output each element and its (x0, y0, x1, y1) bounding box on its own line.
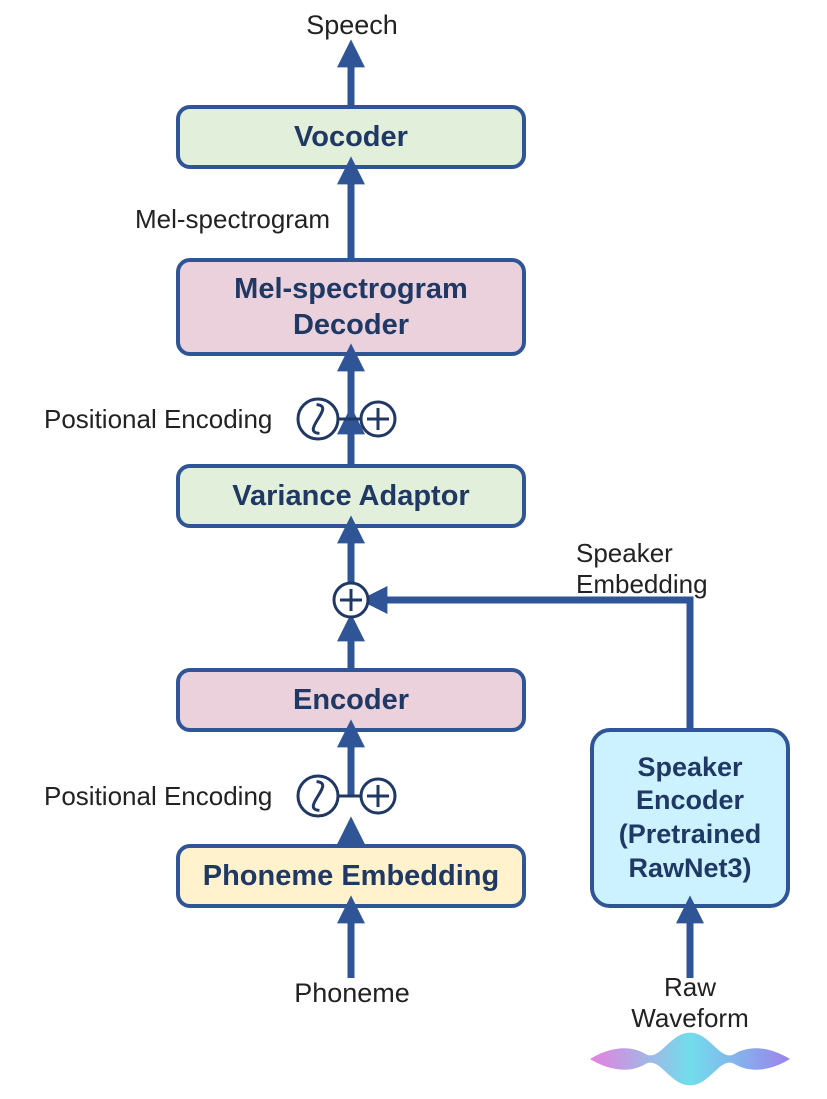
raw-waveform-input-label: Raw Waveform (0, 972, 827, 1034)
variance-adaptor-label: Variance Adaptor (232, 478, 469, 514)
positional-encoding-icon (298, 399, 338, 439)
add-icon (334, 583, 368, 617)
add-icon (361, 779, 395, 813)
waveform-icon (590, 1033, 790, 1086)
speaker-encoder-node: Speaker Encoder (Pretrained RawNet3) (590, 728, 790, 908)
speaker-encoder-label: Speaker Encoder (Pretrained RawNet3) (619, 751, 762, 886)
mel-decoder-label: Mel-spectrogram Decoder (234, 271, 468, 344)
encoder-node: Encoder (176, 668, 526, 732)
positional-encoding-label-1: Positional Encoding (44, 404, 272, 435)
phoneme-embedding-node: Phoneme Embedding (176, 844, 526, 908)
output-label: Speech (0, 10, 704, 41)
variance-adaptor-node: Variance Adaptor (176, 464, 526, 528)
mel-decoder-node: Mel-spectrogram Decoder (176, 258, 526, 356)
mel-spectrogram-label: Mel-spectrogram (135, 204, 330, 235)
vocoder-label: Vocoder (294, 119, 408, 155)
add-icon (361, 402, 395, 436)
positional-encoding-icon (298, 776, 338, 816)
speaker-embedding-label: Speaker Embedding (576, 538, 708, 600)
vocoder-node: Vocoder (176, 105, 526, 169)
encoder-label: Encoder (293, 682, 409, 718)
phoneme-embedding-label: Phoneme Embedding (203, 858, 499, 894)
positional-encoding-label-2: Positional Encoding (44, 781, 272, 812)
